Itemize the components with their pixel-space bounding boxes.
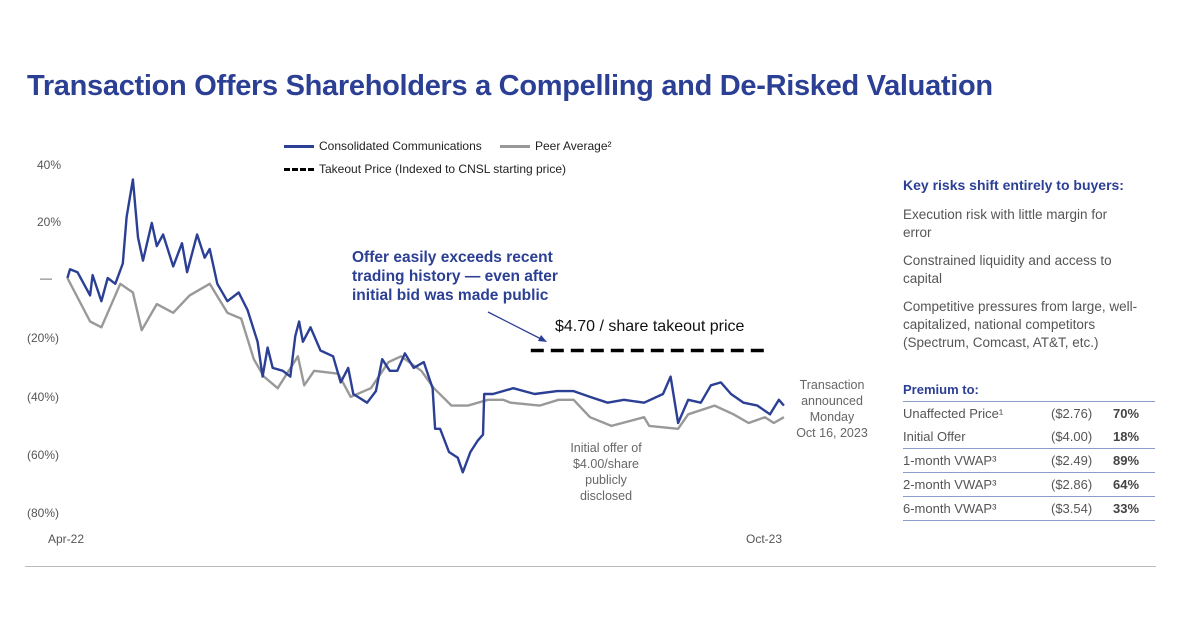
table-row: 1-month VWAP³ ($2.49) 89% [903, 448, 1155, 473]
callout-arrowhead [538, 335, 547, 342]
row-label: 1-month VWAP³ [903, 448, 1051, 473]
note-line: disclosed [579, 489, 633, 503]
series-line-peer [66, 277, 785, 430]
premium-heading: Premium to: [903, 382, 979, 397]
series-line-cnsl [66, 178, 785, 474]
note-line: $4.00/share [572, 457, 640, 471]
table-row: 6-month VWAP³ ($3.54) 33% [903, 496, 1155, 521]
announcement-note: Transaction announced Monday Oct 16, 202… [790, 377, 874, 441]
legend-swatch-cnsl [284, 144, 314, 148]
y-tick-label: 20% [37, 215, 62, 229]
legend-label-cnsl: Consolidated Communications [319, 139, 482, 153]
row-price: ($4.00) [1051, 425, 1113, 449]
takeout-price-label: $4.70 / share takeout price [555, 318, 745, 335]
y-tick-label: (20%) [27, 331, 60, 345]
note-line: Monday [809, 410, 855, 424]
note-line: publicly [585, 473, 627, 487]
row-price: ($2.49) [1051, 448, 1113, 473]
row-premium: 89% [1113, 448, 1155, 473]
row-price: ($2.86) [1051, 472, 1113, 497]
y-tick-label: — [40, 271, 52, 285]
note-line: Transaction [799, 378, 865, 392]
legend-item-takeout: Takeout Price (Indexed to CNSL starting … [284, 162, 566, 176]
risks-heading: Key risks shift entirely to buyers: [903, 177, 1124, 193]
legend-swatch-peer [500, 144, 530, 148]
initial-offer-note: Initial offer of $4.00/share publicly di… [556, 440, 656, 504]
row-label: 2-month VWAP³ [903, 472, 1051, 497]
page-title: Transaction Offers Shareholders a Compel… [27, 70, 993, 102]
risk-item: Constrained liquidity and access to capi… [903, 253, 1112, 286]
row-premium: 18% [1113, 425, 1155, 449]
note-line: announced [801, 394, 863, 408]
row-premium: 64% [1113, 472, 1155, 497]
row-label: Initial Offer [903, 425, 1051, 449]
note-line: Initial offer of [570, 441, 642, 455]
row-price: ($2.76) [1051, 406, 1093, 421]
legend-swatch-takeout [284, 167, 314, 171]
callout-annotation: Offer easily exceeds recent trading hist… [352, 249, 558, 304]
x-tick-label: Apr-22 [48, 532, 85, 546]
risk-item: Competitive pressures from large, well-c… [903, 299, 1138, 350]
row-premium: 70% [1113, 406, 1140, 421]
row-label: Unaffected Price¹ [903, 406, 1004, 421]
legend-label-takeout: Takeout Price (Indexed to CNSL starting … [319, 162, 567, 176]
legend-label-peer: Peer Average² [535, 139, 612, 153]
legend-item-cnsl: Consolidated Communications [284, 139, 482, 153]
callout-arrow [487, 311, 546, 342]
note-line: Oct 16, 2023 [796, 426, 868, 440]
premium-table: Unaffected Price¹ ($2.76) 70% Initial Offe… [903, 401, 1155, 521]
y-tick-label: (60%) [27, 448, 60, 462]
x-tick-label: Oct-23 [746, 532, 783, 546]
line-chart [66, 178, 785, 474]
risk-item: Execution risk with little margin for er… [903, 207, 1108, 240]
y-tick-label: 40% [37, 158, 62, 172]
row-premium: 33% [1113, 496, 1155, 521]
row-label: 6-month VWAP³ [903, 496, 1051, 521]
row-price: ($3.54) [1051, 496, 1113, 521]
table-row: 2-month VWAP³ ($2.86) 64% [903, 472, 1155, 497]
legend-item-peer: Peer Average² [500, 139, 612, 153]
y-tick-label: (40%) [27, 390, 60, 404]
table-row: Initial Offer ($4.00) 18% [903, 425, 1155, 449]
footer-divider [25, 566, 1156, 567]
table-row: Unaffected Price¹ ($2.76) 70% [903, 402, 1155, 426]
y-tick-label: (80%) [27, 506, 60, 520]
